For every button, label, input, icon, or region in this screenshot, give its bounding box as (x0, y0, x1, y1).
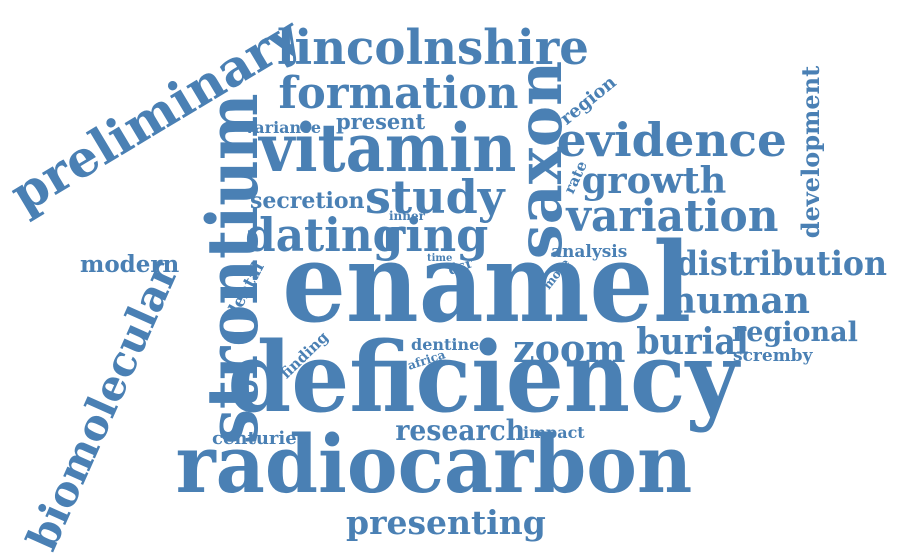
word-dentine: dentine (411, 335, 480, 354)
word-lincolnshire: lincolnshire (276, 20, 589, 76)
word-growth: growth (581, 160, 727, 202)
word-time: time (427, 253, 453, 264)
word-dating: dating (245, 208, 404, 262)
word-vitamin: vitamin (259, 109, 517, 187)
word-centuries: centuries (212, 428, 307, 449)
word-analysis: analysis (551, 242, 628, 262)
word-radiocarbon: radiocarbon (175, 417, 693, 511)
word-research: research (395, 414, 526, 447)
word-distribution: distribution (675, 244, 887, 284)
word-modern: modern (80, 251, 180, 278)
word-evidence: evidence (556, 113, 787, 167)
word-formation: formation (278, 68, 519, 119)
word-variation: variation (566, 191, 779, 242)
word-present: present (336, 109, 426, 134)
word-development: development (796, 65, 826, 239)
word-study: study (365, 170, 505, 224)
word-impact: impact (523, 423, 585, 442)
word-inner: inner (389, 209, 425, 223)
word-biomolecular: biomolecular (17, 254, 188, 558)
word-secretion: secretion (250, 188, 365, 214)
word-enamel: enamel (282, 218, 692, 347)
word-deficiency: deficiency (227, 321, 739, 434)
word-burial: burial (636, 321, 749, 363)
word-scremby: scremby (733, 346, 813, 366)
word-human: human (670, 280, 810, 322)
word-variance: variance (245, 118, 322, 137)
word-zoom: zoom (513, 326, 626, 371)
word-regional: regional (732, 317, 858, 348)
word-ring: ring (381, 208, 489, 262)
word-presenting: presenting (346, 503, 546, 542)
